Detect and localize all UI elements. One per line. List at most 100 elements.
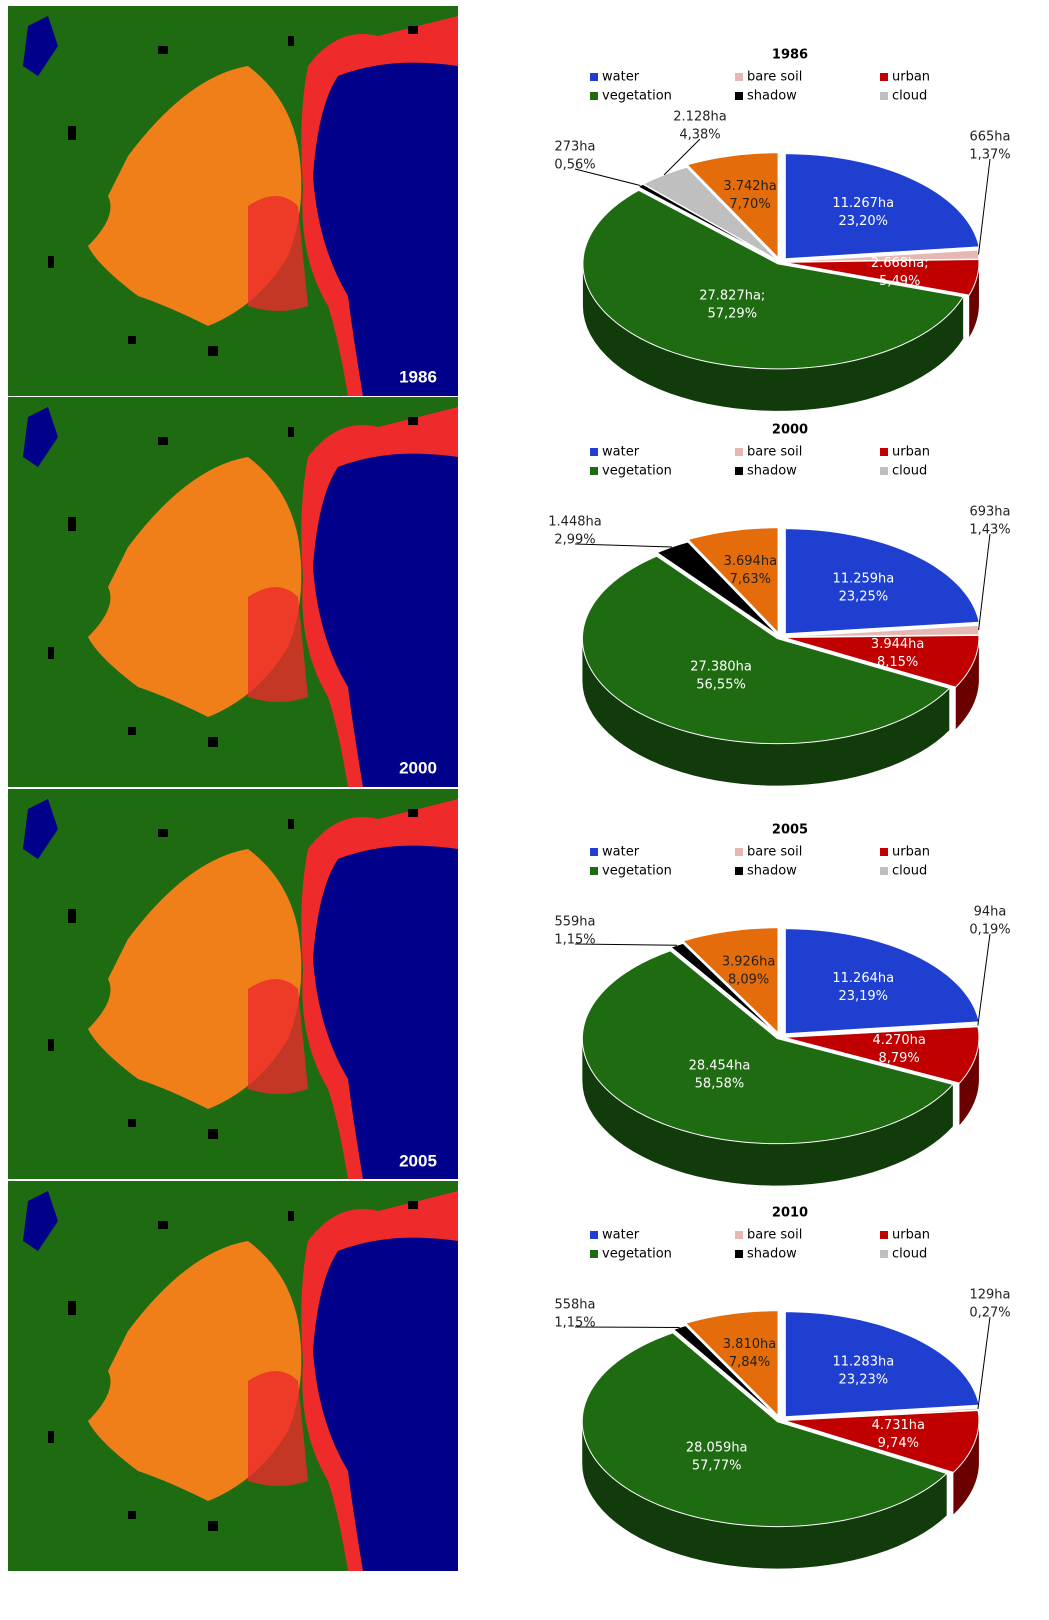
slice-percent-label: 56,55% — [696, 677, 746, 692]
legend-swatch — [735, 1250, 743, 1258]
slice-percent-label: 57,29% — [707, 307, 757, 322]
legend-label: cloud — [892, 1247, 927, 1262]
slice-percent-label: 8,79% — [878, 1051, 919, 1066]
slice-value-label: 3.926ha — [722, 954, 775, 969]
slice-value-label: 4.270ha — [872, 1033, 925, 1048]
slice-percent-label: 23,25% — [839, 589, 889, 604]
slice-value-label: 28.454ha — [689, 1059, 751, 1074]
slice-value-label: 3.944ha — [871, 637, 924, 652]
legend-swatch — [880, 448, 888, 456]
slice-value-label: 3.694ha — [724, 554, 777, 569]
slice-percent-label: 0,27% — [969, 1306, 1010, 1321]
slice-percent-label: 1,15% — [554, 933, 595, 948]
slice-percent-label: 23,23% — [839, 1372, 889, 1387]
slice-percent-label: 7,84% — [729, 1355, 770, 1370]
leader-line — [978, 1317, 990, 1409]
map-label: 2000 — [399, 758, 437, 777]
slice-value-label: 11.259ha — [833, 571, 895, 586]
legend-swatch — [590, 73, 598, 81]
map-label: 2005 — [399, 1151, 437, 1170]
chart-title: 2010 — [772, 1206, 808, 1221]
legend-label: water — [602, 70, 640, 85]
legend-swatch — [590, 1250, 598, 1258]
legend-label: bare soil — [747, 1228, 802, 1243]
legend-swatch — [590, 867, 598, 875]
legend-swatch — [735, 73, 743, 81]
slice-percent-label: 7,70% — [729, 197, 770, 212]
leader-line — [979, 534, 990, 630]
slice-value-label: 273ha — [554, 140, 595, 155]
legend-label: cloud — [892, 89, 927, 104]
slice-percent-label: 1,37% — [969, 148, 1010, 163]
map-panel: 2005 — [8, 789, 458, 1179]
slice-value-label: 693ha — [969, 505, 1010, 520]
slice-percent-label: 0,56% — [554, 158, 595, 173]
legend-swatch — [880, 73, 888, 81]
legend-label: shadow — [747, 89, 797, 104]
map-panel: 2010 — [8, 1181, 458, 1591]
legend-swatch — [590, 1231, 598, 1239]
map-panel: 2000 — [8, 397, 458, 787]
slice-value-label: 558ha — [554, 1298, 595, 1313]
legend-swatch — [590, 467, 598, 475]
legend-label: urban — [892, 70, 930, 85]
legend-swatch — [880, 92, 888, 100]
legend-label: urban — [892, 445, 930, 460]
slice-percent-label: 9,74% — [878, 1436, 919, 1451]
legend-label: vegetation — [602, 1247, 672, 1262]
legend-swatch — [880, 848, 888, 856]
slice-percent-label: 1,15% — [554, 1316, 595, 1331]
map-label: 1986 — [399, 367, 437, 386]
legend-label: urban — [892, 1228, 930, 1243]
slice-value-label: 559ha — [554, 915, 595, 930]
slice-percent-label: 57,77% — [692, 1458, 742, 1473]
legend-swatch — [590, 92, 598, 100]
legend-swatch — [880, 467, 888, 475]
slice-percent-label: 5,49% — [879, 274, 920, 289]
legend-label: bare soil — [747, 845, 802, 860]
chart-title: 1986 — [772, 48, 808, 63]
slice-percent-label: 4,38% — [679, 128, 720, 143]
slice-value-label: 94ha — [974, 905, 1007, 920]
slice-percent-label: 23,20% — [838, 214, 888, 229]
slice-percent-label: 23,19% — [838, 989, 888, 1004]
figure: 1986 2000 2005 2010 1986 water bare soil ur… — [0, 0, 1049, 1616]
slice-value-label: 27.827ha; — [699, 289, 765, 304]
slice-value-label: 4.731ha — [872, 1418, 925, 1433]
slice-value-label: 28.059ha — [686, 1440, 748, 1455]
slice-value-label: 665ha — [969, 130, 1010, 145]
legend-swatch — [735, 848, 743, 856]
legend-label: bare soil — [747, 445, 802, 460]
legend-label: water — [602, 1228, 640, 1243]
slice-value-label: 3.742ha — [723, 179, 776, 194]
slice-value-label: 129ha — [969, 1288, 1010, 1303]
slice-value-label: 2.668ha; — [871, 256, 929, 271]
slice-value-label: 27.380ha — [690, 659, 752, 674]
legend-label: vegetation — [602, 864, 672, 879]
slice-value-label: 2.128ha — [673, 110, 726, 125]
map-panel: 1986 — [8, 6, 458, 396]
legend-swatch — [735, 467, 743, 475]
legend-label: shadow — [747, 464, 797, 479]
slice-percent-label: 58,58% — [695, 1077, 745, 1092]
slice-percent-label: 0,19% — [969, 923, 1010, 938]
legend-swatch — [880, 1231, 888, 1239]
slice-percent-label: 2,99% — [554, 533, 595, 548]
chart-title: 2000 — [772, 423, 808, 438]
legend-label: cloud — [892, 864, 927, 879]
slice-value-label: 11.264ha — [832, 971, 894, 986]
legend-swatch — [735, 448, 743, 456]
slice-value-label: 1.448ha — [548, 515, 601, 530]
legend-swatch — [880, 1250, 888, 1258]
legend-label: water — [602, 445, 640, 460]
slice-value-label: 3.810ha — [723, 1337, 776, 1352]
legend-label: vegetation — [602, 89, 672, 104]
leader-line — [979, 159, 990, 254]
legend-label: water — [602, 845, 640, 860]
legend-label: vegetation — [602, 464, 672, 479]
legend-swatch — [735, 1231, 743, 1239]
legend-label: shadow — [747, 1247, 797, 1262]
legend-swatch — [590, 448, 598, 456]
legend-label: shadow — [747, 864, 797, 879]
slice-percent-label: 1,43% — [969, 523, 1010, 538]
